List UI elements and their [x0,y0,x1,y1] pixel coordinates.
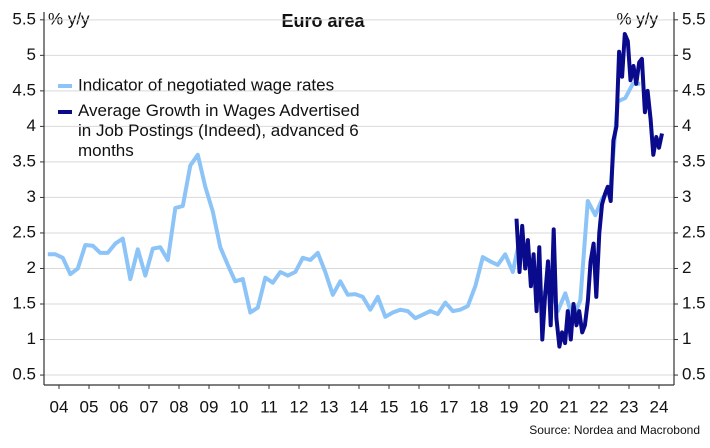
y-tick-label: 2.5 [12,222,36,241]
x-tick-label: 08 [170,397,189,416]
y2-axis-label: % y/y [616,9,658,28]
y2-tick-label: 5.5 [682,9,706,28]
x-tick-label: 04 [50,397,69,416]
y-tick-label: 4.5 [12,80,36,99]
y2-tick-label: 4 [682,116,691,135]
y2-tick-label: 3.5 [682,151,706,170]
x-tick-label: 09 [200,397,219,416]
y2-tick-label: 5 [682,45,691,64]
y2-tick-label: 0.5 [682,365,706,384]
x-tick-label: 06 [110,397,129,416]
y2-tick-label: 4.5 [682,80,706,99]
y2-tick-label: 2.5 [682,222,706,241]
x-tick-label: 21 [560,397,579,416]
y-tick-label: 1 [27,329,36,348]
y-tick-label: 4 [27,116,36,135]
source-note: Source: Nordea and Macrobond [529,423,700,437]
x-tick-label: 15 [380,397,399,416]
y2-tick-label: 1.5 [682,293,706,312]
y2-tick-label: 2 [682,258,691,277]
x-tick-label: 12 [290,397,309,416]
x-tick-label: 07 [140,397,159,416]
x-tick-label: 18 [470,397,489,416]
chart-title: Euro area [281,11,365,31]
x-tick-label: 11 [260,397,278,416]
y2-tick-label: 3 [682,187,691,206]
y-tick-label: 3.5 [12,151,36,170]
x-tick-label: 23 [620,397,639,416]
y-tick-label: 0.5 [12,365,36,384]
y-tick-label: 5.5 [12,9,36,28]
x-tick-label: 22 [590,397,609,416]
y-tick-label: 3 [27,187,36,206]
y-tick-label: 1.5 [12,293,36,312]
y-tick-label: 5 [27,45,36,64]
x-tick-label: 10 [230,397,249,416]
y2-tick-label: 1 [682,329,691,348]
x-tick-label: 14 [350,397,369,416]
y-tick-label: 2 [27,258,36,277]
x-tick-label: 05 [80,397,99,416]
x-tick-label: 19 [500,397,519,416]
series-line [514,32,664,349]
y-axis-label: % y/y [48,9,90,28]
x-tick-label: 20 [530,397,549,416]
legend-label: Indicator of negotiated wage rates [78,75,334,94]
x-tick-label: 13 [320,397,339,416]
x-tick-label: 17 [440,397,459,416]
legend-label: Average Growth in Wages Advertised in Job… [78,101,360,160]
x-tick-label: 16 [410,397,429,416]
x-tick-label: 24 [650,397,669,416]
